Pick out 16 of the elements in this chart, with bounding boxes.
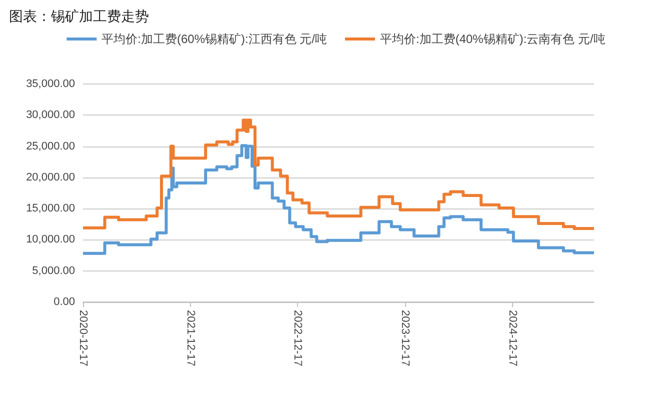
legend-label: 平均价:加工费(40%锡精矿):云南有色 元/吨	[380, 32, 606, 46]
x-tick-label: 2020-12-17	[77, 310, 89, 366]
x-tick-label: 2023-12-17	[398, 310, 411, 366]
x-tick-label: 2021-12-17	[184, 310, 196, 366]
chart-title: 图表：锡矿加工费走势	[9, 8, 149, 24]
y-tick-label: 5,000.00	[32, 264, 75, 277]
y-tick-label: 30,000.00	[26, 109, 75, 122]
y-tick-label: 15,000.00	[26, 202, 75, 215]
x-tick-label: 2024-12-17	[506, 310, 519, 366]
y-tick-label: 10,000.00	[26, 234, 75, 246]
x-tick-label: 2022-12-17	[292, 310, 304, 366]
legend-label: 平均价:加工费(60%锡精矿):江西有色 元/吨	[102, 32, 328, 46]
y-tick-label: 35,000.00	[26, 78, 75, 90]
y-tick-label: 0.00	[54, 296, 75, 308]
y-tick-label: 20,000.00	[26, 171, 75, 184]
y-tick-label: 25,000.00	[26, 140, 75, 152]
